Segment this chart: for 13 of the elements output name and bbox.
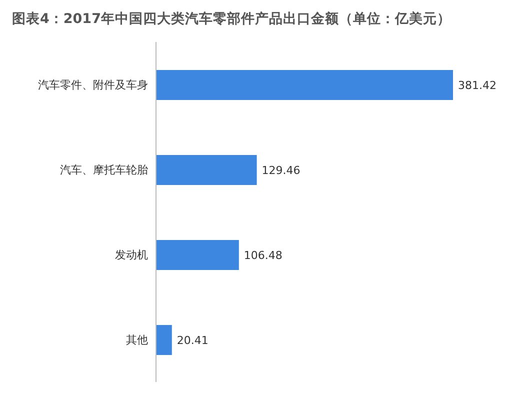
chart-title: 图表4：2017年中国四大类汽车零部件产品出口金额（单位：亿美元） [11, 10, 452, 29]
data-label: 381.42 [458, 78, 496, 92]
bar [156, 155, 257, 185]
data-label: 106.48 [244, 248, 282, 262]
bar [156, 240, 239, 270]
y-tick-label: 其他 [126, 333, 148, 346]
y-tick-label: 汽车、摩托车轮胎 [60, 163, 148, 176]
data-label: 129.46 [262, 164, 300, 177]
y-tick-label: 发动机 [115, 248, 148, 262]
bar [156, 70, 453, 100]
y-tick-label: 汽车零件、附件及车身 [38, 78, 148, 92]
bar [156, 325, 172, 355]
data-label: 20.41 [176, 334, 208, 347]
